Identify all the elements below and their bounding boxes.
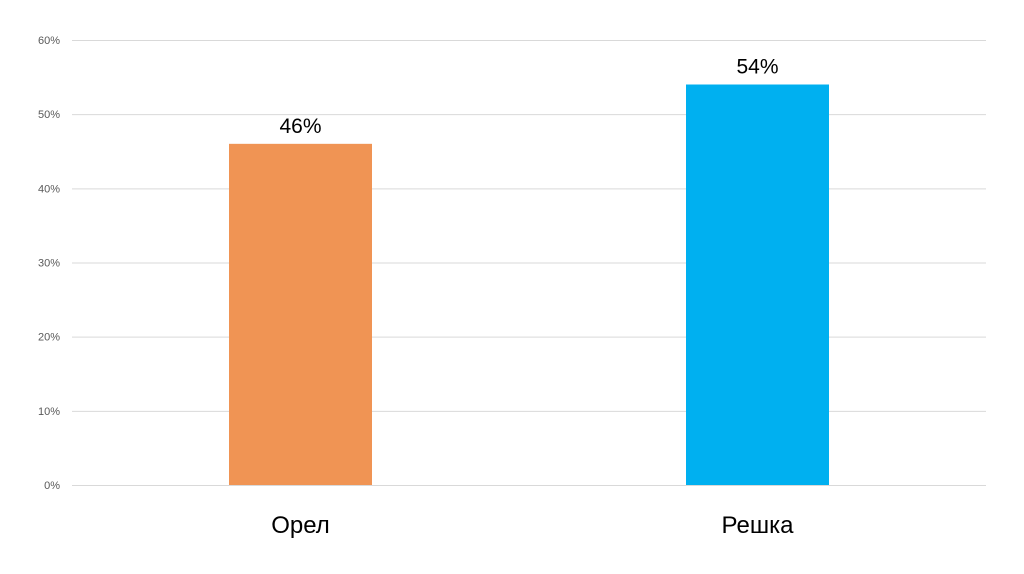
y-tick-label: 30% xyxy=(38,258,60,270)
y-tick-label: 20% xyxy=(38,332,60,344)
bars xyxy=(229,84,829,486)
y-tick-label: 60% xyxy=(38,35,60,47)
data-label: 54% xyxy=(736,56,778,79)
y-axis-tick-labels: 0% 10% 20% 30% 40% 50% 60% xyxy=(38,35,60,492)
y-tick-label: 0% xyxy=(44,480,60,492)
gridlines xyxy=(72,40,986,486)
bar xyxy=(229,143,372,486)
x-axis-category-labels: Орел Решка xyxy=(271,512,794,539)
y-tick-label: 50% xyxy=(38,109,60,121)
bar xyxy=(686,84,829,485)
x-category-label: Орел xyxy=(271,512,330,539)
y-tick-label: 10% xyxy=(38,406,60,418)
data-labels: 46% 54% xyxy=(279,56,778,138)
data-label: 46% xyxy=(279,115,321,138)
x-category-label: Решка xyxy=(722,512,795,539)
y-tick-label: 40% xyxy=(38,183,60,195)
